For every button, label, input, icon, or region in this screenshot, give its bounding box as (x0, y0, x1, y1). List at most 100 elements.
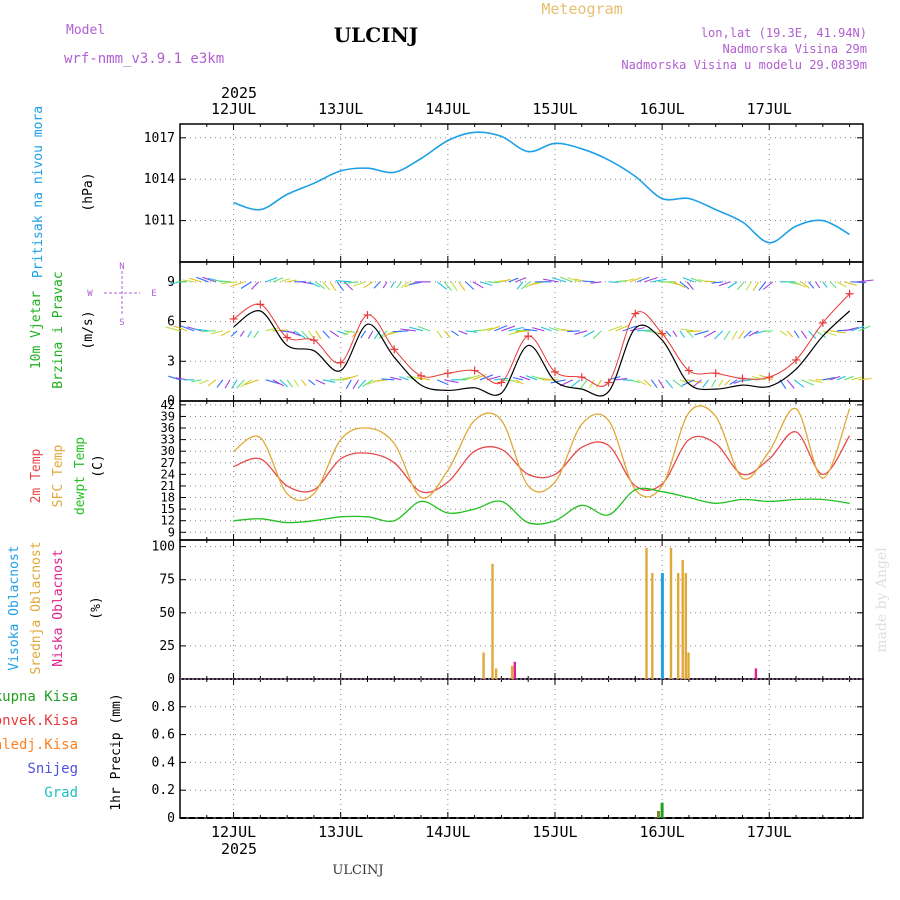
wind-arrow (718, 379, 724, 387)
wind-gust-marker (470, 366, 479, 375)
wind-arrow (636, 276, 650, 283)
wind-gust-marker (845, 289, 854, 298)
wind-arrow (189, 277, 202, 283)
wind-arrow (216, 379, 224, 388)
wind-gust-marker (604, 378, 613, 387)
wind-gust-marker (336, 358, 345, 367)
wind-arrow (727, 281, 738, 289)
y-tick-label: 75 (159, 573, 175, 588)
cloud-bar (491, 563, 494, 679)
wind-arrow (378, 330, 388, 339)
wind-arrow (400, 281, 409, 289)
wind-arrow (711, 379, 717, 388)
wind-arrow (679, 281, 690, 290)
wind-arrow (451, 330, 459, 337)
day-label-bottom: 14JUL (425, 823, 470, 841)
wind-gust-marker (658, 329, 667, 338)
wind-gust-marker (229, 314, 238, 323)
y-tick-label: 0.4 (152, 755, 176, 770)
footer-station: ULCINJ (332, 863, 383, 878)
wind-arrow (622, 325, 637, 332)
wind-arrow (629, 276, 642, 283)
dewpt-line (233, 487, 850, 525)
wind-arrow (651, 278, 667, 283)
wind-arrow (723, 330, 731, 341)
wind-arrow (315, 379, 326, 385)
wind-arrow (672, 379, 683, 388)
panel-frame (179, 539, 864, 680)
wind-gust-marker (577, 373, 586, 382)
year-top: 2025 (221, 84, 257, 102)
wind-arrow (444, 379, 459, 384)
wind-arrow (231, 379, 238, 389)
wind-arrow (367, 330, 374, 339)
cloud-bar (510, 665, 514, 679)
wind-arrow (165, 326, 181, 332)
wind-arrow (247, 330, 252, 338)
wind-arrow (815, 330, 827, 339)
wind-arrow (201, 330, 216, 333)
wind-arrow (665, 330, 672, 337)
y-tick-label: 0 (167, 394, 175, 409)
wind-arrow (550, 379, 566, 384)
wind-arrow (622, 278, 635, 283)
wind-arrow (494, 325, 508, 332)
wind-arrow (851, 376, 863, 381)
day-label-top: 14JUL (425, 100, 470, 118)
wind-gust-marker (818, 318, 827, 327)
plot-layer: 1011101410170369912151821242730333639420… (0, 100, 874, 841)
wind-arrow (236, 379, 245, 389)
wind-gust-marker (443, 369, 452, 378)
precip-legend-item: Konvek.Kisa (0, 713, 78, 729)
cloud-bar (482, 652, 485, 679)
wind-arrow (191, 379, 202, 383)
day-label-bottom: 13JUL (318, 823, 363, 841)
wind-arrow (293, 330, 306, 339)
y-tick-label: 24 (161, 467, 175, 481)
wind-arrow (315, 281, 325, 290)
y-tick-label: 9 (167, 275, 175, 290)
wind-arrow (322, 330, 331, 339)
wind-arrow (360, 330, 367, 339)
day-label-bottom: 16JUL (640, 823, 685, 841)
wind-arrow (711, 281, 723, 284)
wind-arrow (486, 375, 501, 381)
wind-arrow (193, 328, 209, 332)
y-tick-label: 39 (161, 409, 175, 423)
wind-arrow (736, 281, 745, 290)
y-tick-label: 42 (161, 398, 175, 412)
wind-arrow (686, 281, 694, 290)
wind-arrow (286, 379, 293, 388)
wind-arrow (574, 330, 588, 335)
wind-arrow (479, 374, 494, 381)
wind-arrow (714, 330, 724, 340)
cloud-bar (677, 573, 680, 679)
day-label-top: 17JUL (747, 100, 792, 118)
wind-arrow (501, 325, 516, 332)
panel-frame (179, 678, 864, 819)
compass-letter: W (87, 289, 93, 299)
wind-arrow (643, 379, 652, 387)
wind-arrow (703, 330, 716, 338)
wind-arrow (196, 276, 209, 283)
wind-arrow (549, 326, 559, 332)
credit-watermark: made by Angel (874, 547, 890, 653)
wind-arrow (265, 276, 278, 283)
wind-arrow (335, 280, 352, 283)
wind-arrow (363, 281, 374, 289)
wind-arrow (751, 375, 766, 381)
wind-arrow (220, 330, 231, 337)
wind-arrow (301, 330, 310, 340)
cloud-bar (669, 547, 673, 679)
wind-arrow (808, 281, 815, 289)
wind-arrow (525, 375, 538, 381)
wind-gust-marker (738, 374, 747, 383)
wind-arrow (738, 379, 752, 382)
wind-arrow (690, 277, 702, 283)
cloud-bar (684, 573, 687, 679)
wind-arrow (608, 325, 623, 332)
wind-arrow (822, 330, 837, 337)
chart-title: Meteogram (541, 0, 622, 18)
wind-gust-marker (792, 355, 801, 364)
